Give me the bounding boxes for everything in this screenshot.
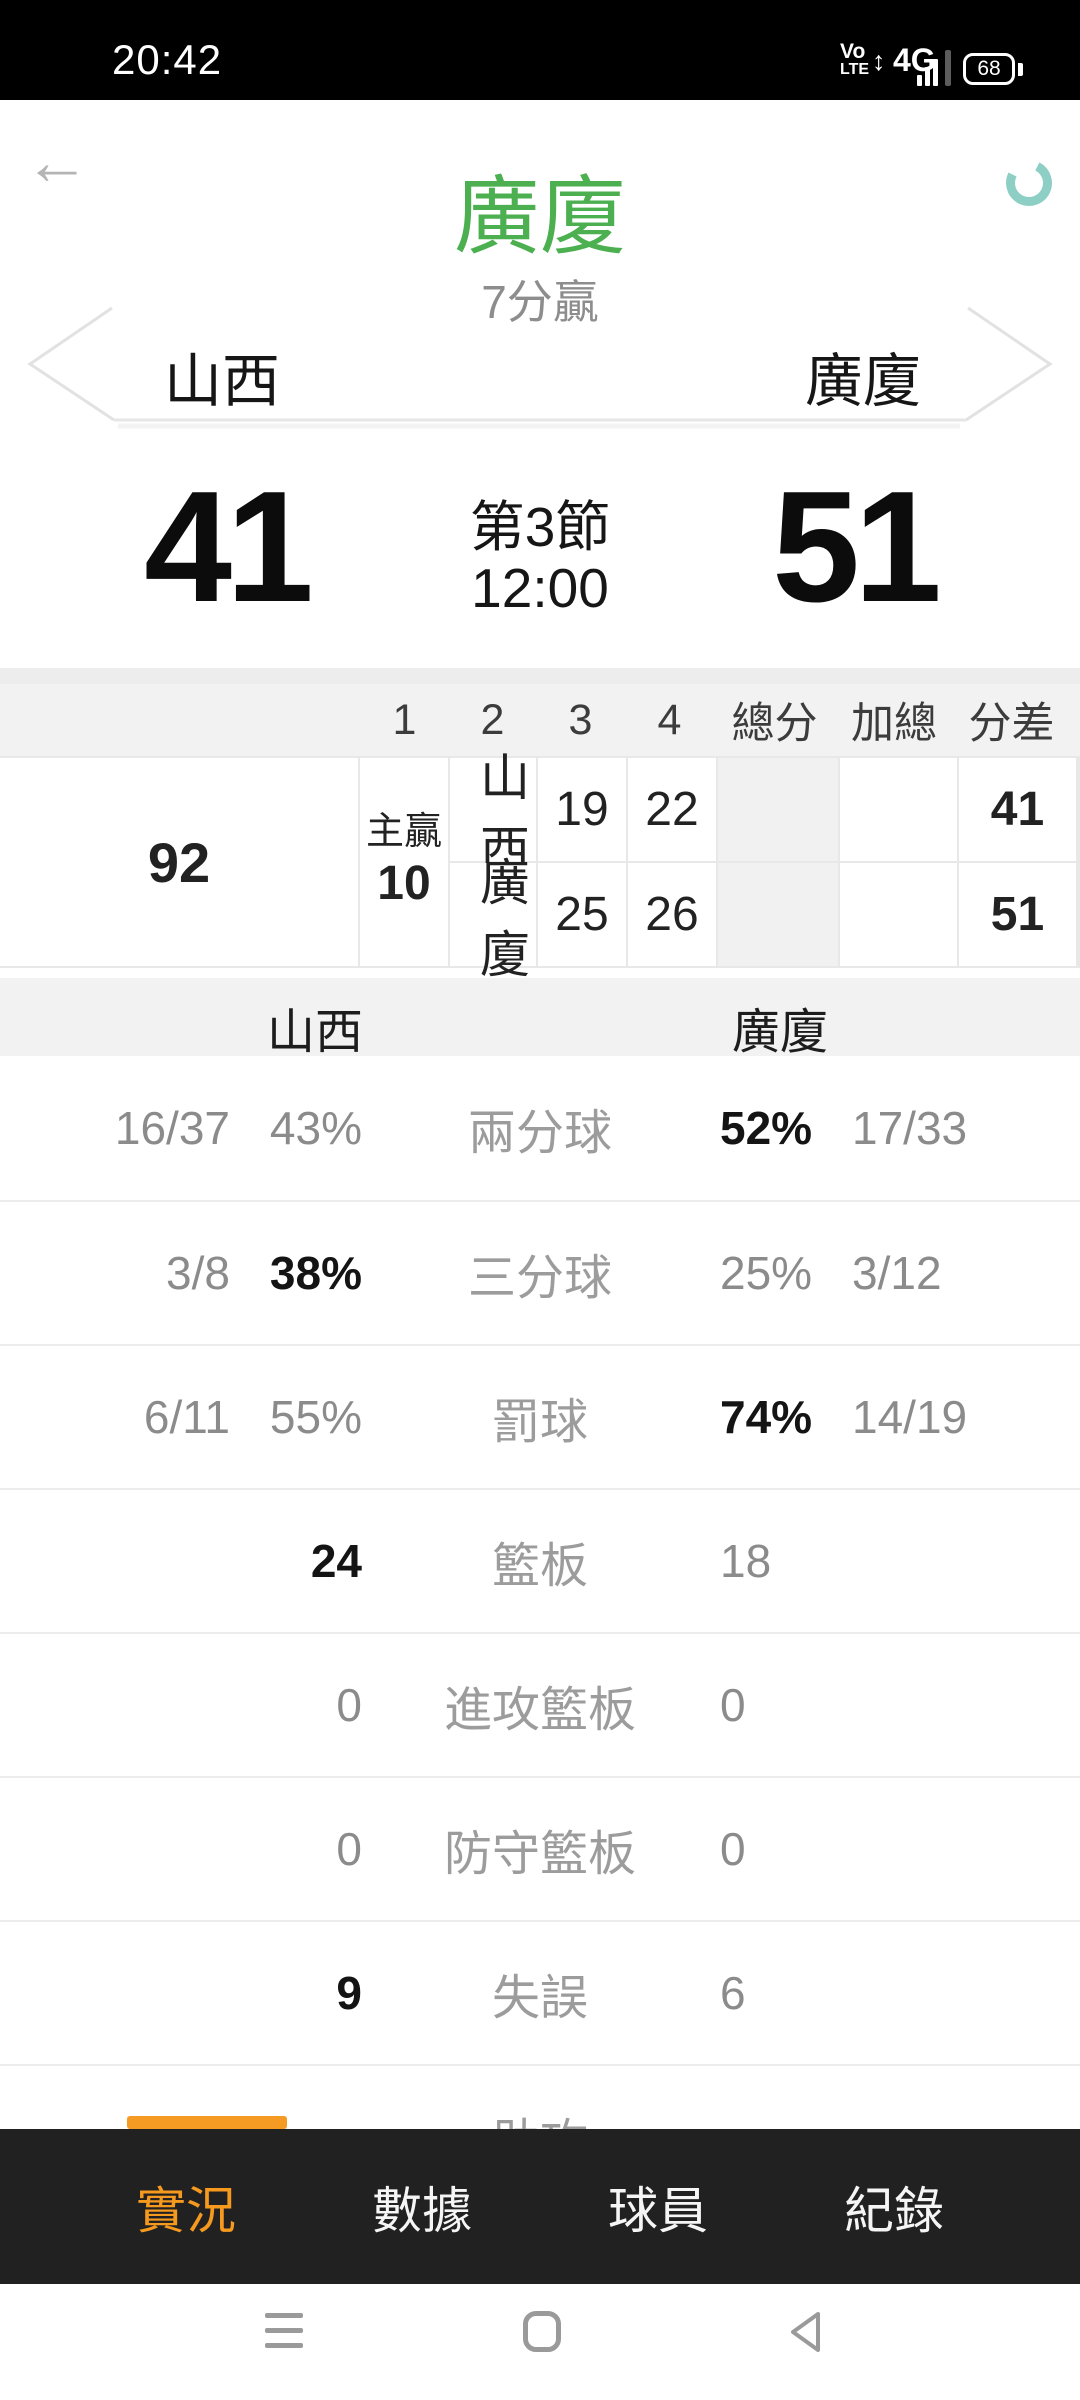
col-q2: 2: [480, 695, 505, 744]
page-title: 廣廈: [454, 169, 626, 265]
game-clock: 12:00: [471, 557, 609, 619]
status-bar: 20:42 Vo LTE ↕ 4G 68: [0, 0, 1080, 100]
volte-icon: Vo LTE: [840, 40, 870, 78]
back-button[interactable]: ←: [24, 124, 90, 198]
tab-records[interactable]: 紀錄: [844, 2182, 944, 2239]
col-diff: 分差: [968, 700, 1055, 748]
stat-row-three-pointers: 3/8 38% 三分球 25% 3/12: [0, 1200, 1080, 1344]
home-total: 41: [959, 758, 1076, 861]
signal-strength-icon: [917, 50, 939, 86]
prediction-subtitle: 7分贏: [481, 276, 599, 328]
home-q1: 19: [538, 758, 626, 861]
home-score: 41: [144, 459, 314, 635]
home-icon[interactable]: [523, 2311, 561, 2352]
home-q4: [840, 758, 957, 861]
tab-live[interactable]: 實況: [136, 2182, 236, 2239]
stat-row-offensive-rebounds: 0 進攻籃板 0: [0, 1632, 1080, 1776]
tab-stats[interactable]: 數據: [372, 2182, 472, 2239]
stat-row-turnovers: 9 失誤 6: [0, 1920, 1080, 2064]
stat-row-free-throws: 6/11 55% 罰球 74% 14/19: [0, 1344, 1080, 1488]
battery-percent: 68: [977, 57, 1001, 80]
table-row-away-team: 廣廈: [450, 855, 536, 983]
away-q3: [718, 863, 838, 966]
diff-value: 10: [377, 857, 431, 911]
tab-players[interactable]: 球員: [608, 2182, 708, 2239]
col-combined: 加總: [851, 700, 937, 748]
section-divider: [0, 668, 1080, 684]
home-q3: [718, 758, 838, 861]
active-tab-indicator: [127, 2116, 287, 2129]
combined-total: 92: [0, 758, 358, 966]
away-total: 51: [959, 863, 1076, 966]
signal-sim2-icon: [945, 50, 951, 86]
away-q1: 25: [538, 863, 626, 966]
stats-list: 16/37 43% 兩分球 52% 17/33 3/8 38% 三分球 25% …: [0, 1056, 1080, 2064]
recents-menu-icon[interactable]: [265, 2313, 303, 2358]
quarter-table-body: 山西 19 22 41 92 主贏 10 廣廈 25 26 51: [0, 750, 1080, 983]
col-total: 總分: [731, 700, 818, 748]
data-arrows-icon: ↕: [872, 46, 886, 76]
col-q1: 1: [392, 695, 417, 744]
team-banner-border: [27, 306, 1053, 429]
away-team-name[interactable]: 廣廈: [804, 349, 921, 414]
stats-home-team: 山西: [266, 1006, 363, 1059]
battery-icon: 68: [963, 53, 1015, 85]
point-diff-cell: 主贏 10: [360, 758, 448, 966]
home-q2: 22: [628, 758, 716, 861]
quarter-table-header: 1 2 3 4 總分 加總 分差: [0, 684, 1080, 756]
stats-away-team: 廣廈: [731, 1006, 828, 1059]
period-label: 第3節: [469, 496, 611, 558]
stats-header: 山西 廣廈: [0, 978, 1080, 1059]
home-team-name[interactable]: 山西: [163, 349, 280, 414]
col-q3: 3: [568, 695, 593, 744]
battery-nub: [1018, 63, 1023, 76]
banner-right-chevron-icon: [965, 306, 1053, 422]
stat-row-rebounds: 24 籃板 18: [0, 1488, 1080, 1632]
system-nav-bar: [0, 2284, 1080, 2400]
col-q4: 4: [657, 695, 682, 744]
banner-left-chevron-icon: [27, 306, 115, 422]
diff-label: 主贏: [365, 811, 442, 854]
back-triangle-icon[interactable]: [786, 2310, 826, 2354]
away-q4: [840, 863, 957, 966]
stat-row-two-pointers: 16/37 43% 兩分球 52% 17/33: [0, 1056, 1080, 1200]
clock-time: 20:42: [112, 36, 223, 83]
bottom-tab-bar: 實況 數據 球員 紀錄: [0, 2129, 1080, 2284]
away-q2: 26: [628, 863, 716, 966]
stat-row-defensive-rebounds: 0 防守籃板 0: [0, 1776, 1080, 1920]
away-score: 51: [772, 459, 942, 635]
